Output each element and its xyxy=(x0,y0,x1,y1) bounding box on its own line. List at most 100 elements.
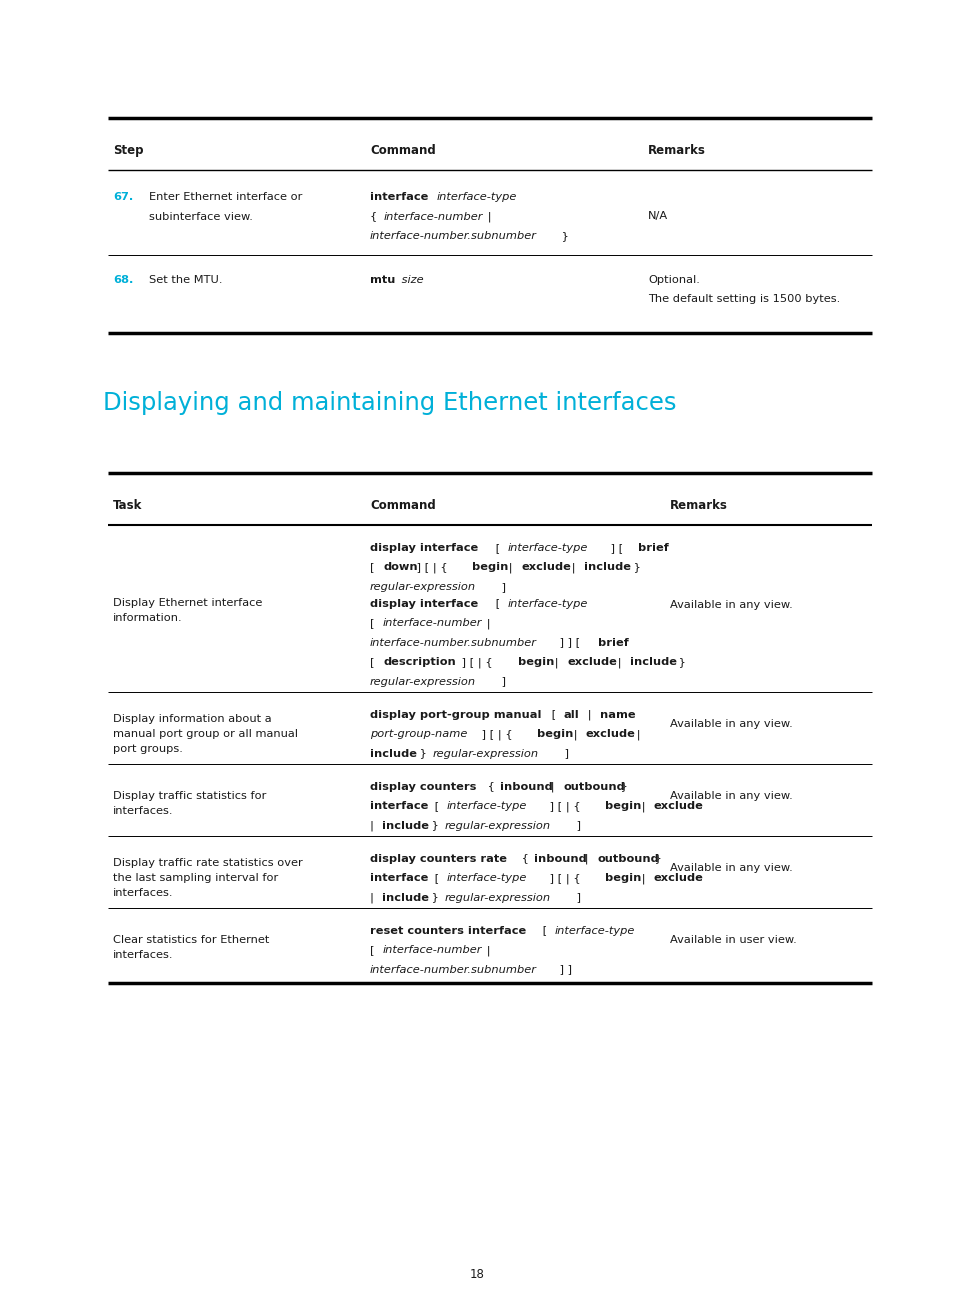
Text: display port-group manual: display port-group manual xyxy=(370,710,541,719)
Text: display interface: display interface xyxy=(370,599,477,609)
Text: brief: brief xyxy=(598,638,628,648)
Text: }: } xyxy=(428,893,442,902)
Text: |: | xyxy=(370,820,377,831)
Text: exclude: exclude xyxy=(585,730,636,739)
Text: interface-type: interface-type xyxy=(447,801,527,811)
Text: include: include xyxy=(583,562,630,573)
Text: ]: ] xyxy=(497,677,505,687)
Text: }: } xyxy=(650,854,661,863)
Text: description: description xyxy=(382,657,456,667)
Text: Remarks: Remarks xyxy=(669,499,727,512)
Text: Display traffic rate statistics over
the last sampling interval for
interfaces.: Display traffic rate statistics over the… xyxy=(112,858,302,898)
Text: |: | xyxy=(482,618,490,629)
Text: [: [ xyxy=(370,618,377,629)
Text: }: } xyxy=(428,820,442,831)
Text: begin: begin xyxy=(517,657,554,667)
Text: |: | xyxy=(583,710,595,721)
Text: 67.: 67. xyxy=(112,192,133,202)
Text: [: [ xyxy=(370,945,377,955)
Text: include: include xyxy=(370,749,416,758)
Text: ] [ | {: ] [ | { xyxy=(477,730,516,740)
Text: interface-number: interface-number xyxy=(382,945,482,955)
Text: [: [ xyxy=(370,657,377,667)
Text: ] [ | {: ] [ | { xyxy=(413,562,451,573)
Text: outbound: outbound xyxy=(597,854,659,863)
Text: Available in any view.: Available in any view. xyxy=(669,791,792,801)
Text: size: size xyxy=(397,275,423,285)
Text: port-group-name: port-group-name xyxy=(370,730,467,739)
Text: begin: begin xyxy=(537,730,573,739)
Text: interface-number.subnumber: interface-number.subnumber xyxy=(370,638,537,648)
Text: [: [ xyxy=(547,710,559,719)
Text: ]: ] xyxy=(573,820,580,831)
Text: }: } xyxy=(629,562,640,573)
Text: include: include xyxy=(629,657,677,667)
Text: ]: ] xyxy=(573,893,580,902)
Text: name: name xyxy=(599,710,635,719)
Text: Display Ethernet interface
information.: Display Ethernet interface information. xyxy=(112,597,262,622)
Text: Command: Command xyxy=(370,144,436,157)
Text: |: | xyxy=(567,562,578,573)
Text: 68.: 68. xyxy=(112,275,133,285)
Text: ] [: ] [ xyxy=(606,543,626,553)
Text: regular-expression: regular-expression xyxy=(370,582,476,592)
Text: interface-number.subnumber: interface-number.subnumber xyxy=(370,231,537,241)
Text: ]: ] xyxy=(497,582,505,592)
Text: 18: 18 xyxy=(469,1267,484,1280)
Text: ]: ] xyxy=(560,749,568,758)
Text: Remarks: Remarks xyxy=(647,144,705,157)
Text: interface: interface xyxy=(370,192,428,202)
Text: |: | xyxy=(614,657,624,667)
Text: {: { xyxy=(517,854,532,863)
Text: Enter Ethernet interface or: Enter Ethernet interface or xyxy=(149,192,302,202)
Text: exclude: exclude xyxy=(654,874,703,883)
Text: }: } xyxy=(675,657,685,667)
Text: ] [ | {: ] [ | { xyxy=(457,657,496,667)
Text: inbound: inbound xyxy=(499,781,552,792)
Text: [: [ xyxy=(370,562,377,573)
Text: }: } xyxy=(558,231,568,241)
Text: N/A: N/A xyxy=(647,211,667,222)
Text: }: } xyxy=(416,749,430,758)
Text: |: | xyxy=(482,945,490,955)
Text: display counters: display counters xyxy=(370,781,476,792)
Text: Step: Step xyxy=(112,144,143,157)
Text: [: [ xyxy=(431,874,442,883)
Text: ] [ | {: ] [ | { xyxy=(545,874,583,884)
Text: ] [ | {: ] [ | { xyxy=(545,801,583,811)
Text: Display traffic statistics for
interfaces.: Display traffic statistics for interface… xyxy=(112,791,266,816)
Text: begin: begin xyxy=(604,874,640,883)
Text: subinterface view.: subinterface view. xyxy=(149,211,253,222)
Text: [: [ xyxy=(492,599,503,609)
Text: Clear statistics for Ethernet
interfaces.: Clear statistics for Ethernet interfaces… xyxy=(112,936,269,960)
Text: |: | xyxy=(638,874,649,884)
Text: Available in user view.: Available in user view. xyxy=(669,936,796,945)
Text: Set the MTU.: Set the MTU. xyxy=(149,275,222,285)
Text: Optional.: Optional. xyxy=(647,275,700,285)
Text: |: | xyxy=(483,211,491,222)
Text: regular-expression: regular-expression xyxy=(433,749,538,758)
Text: interface-type: interface-type xyxy=(555,925,635,936)
Text: interface: interface xyxy=(370,874,428,883)
Text: brief: brief xyxy=(638,543,668,553)
Text: |: | xyxy=(504,562,516,573)
Text: Display information about a
manual port group or all manual
port groups.: Display information about a manual port … xyxy=(112,714,297,754)
Text: interface-type: interface-type xyxy=(447,874,527,883)
Text: Task: Task xyxy=(112,499,142,512)
Text: reset counters interface: reset counters interface xyxy=(370,925,526,936)
Text: [: [ xyxy=(431,801,442,811)
Text: interface-type: interface-type xyxy=(507,543,588,553)
Text: exclude: exclude xyxy=(654,801,703,811)
Text: The default setting is 1500 bytes.: The default setting is 1500 bytes. xyxy=(647,294,840,305)
Text: [: [ xyxy=(538,925,550,936)
Text: Available in any view.: Available in any view. xyxy=(669,863,792,874)
Text: begin: begin xyxy=(472,562,508,573)
Text: inbound: inbound xyxy=(534,854,586,863)
Text: exclude: exclude xyxy=(566,657,617,667)
Text: exclude: exclude xyxy=(520,562,570,573)
Text: ] ]: ] ] xyxy=(556,964,572,975)
Text: mtu: mtu xyxy=(370,275,395,285)
Text: {: { xyxy=(483,781,498,792)
Text: interface: interface xyxy=(370,801,428,811)
Text: Command: Command xyxy=(370,499,436,512)
